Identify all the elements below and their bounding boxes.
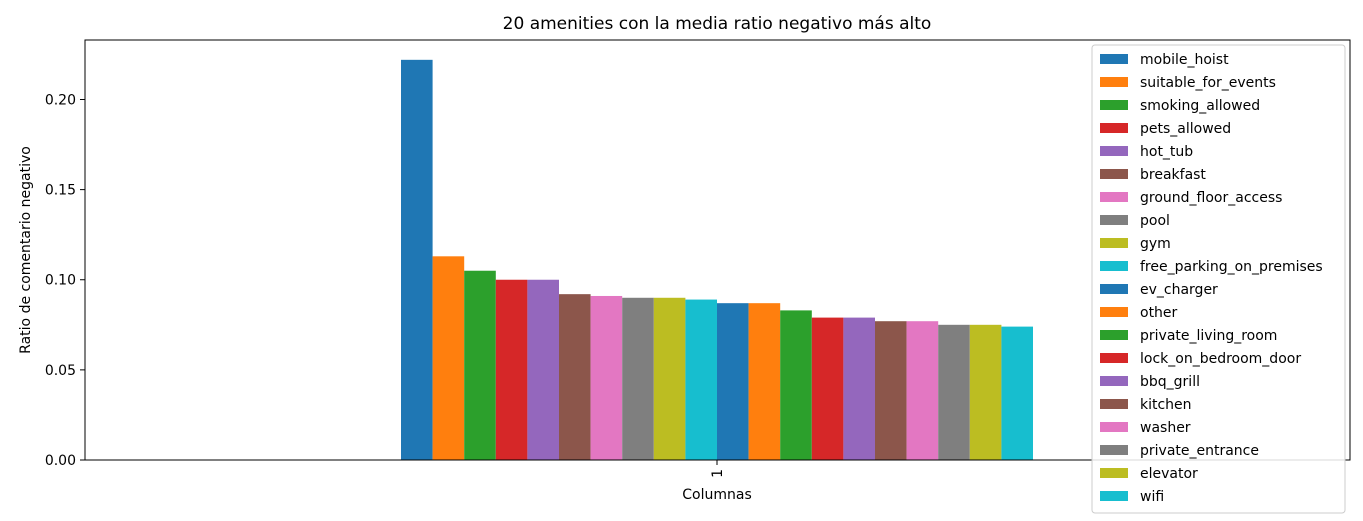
bar-hot-tub [527, 279, 559, 460]
legend-swatch-free-parking-on-premises [1100, 261, 1128, 271]
legend-swatch-smoking-allowed [1100, 100, 1128, 110]
bar-mobile-hoist [401, 59, 433, 460]
legend-swatch-elevator [1100, 468, 1128, 478]
legend-swatch-hot-tub [1100, 146, 1128, 156]
bar-ground-floor-access [590, 295, 623, 460]
bar-pool [622, 297, 654, 460]
y-tick-label: 0.05 [45, 363, 76, 379]
legend-swatch-mobile-hoist [1100, 54, 1128, 64]
bar-smoking-allowed [464, 270, 496, 460]
legend-box [1091, 44, 1346, 514]
legend-label-pool: pool [1140, 213, 1170, 229]
chart-title: 20 amenities con la media ratio negativo… [503, 14, 932, 34]
legend-label-bbq-grill: bbq_grill [1140, 374, 1200, 390]
y-tick-label: 0.20 [45, 92, 76, 108]
legend-label-gym: gym [1140, 236, 1171, 252]
legend-swatch-suitable-for-events [1100, 77, 1128, 87]
legend-swatch-lock-on-bedroom-door [1100, 353, 1128, 363]
plot-area: 0.00 0.05 0.10 0.15 0.20 1 [45, 39, 1351, 478]
legend-swatch-pets-allowed [1100, 123, 1128, 133]
legend-label-lock-on-bedroom-door: lock_on_bedroom_door [1140, 351, 1301, 367]
y-axis-label: Ratio de comentario negativo [18, 146, 34, 354]
bar-lock-on-bedroom-door [811, 317, 844, 460]
bar-bbq-grill [843, 317, 875, 460]
bar-kitchen [875, 321, 907, 460]
bar-suitable-for-events [432, 256, 465, 460]
legend-label-kitchen: kitchen [1140, 397, 1192, 413]
legend-swatch-private-entrance [1100, 445, 1128, 455]
legend-label-private-living-room: private_living_room [1140, 328, 1277, 344]
y-tick-label: 0.10 [45, 273, 76, 289]
legend-label-ev-charger: ev_charger [1140, 282, 1218, 298]
legend-label-washer: washer [1140, 420, 1191, 436]
legend-swatch-pool [1100, 215, 1128, 225]
x-tick-label: 1 [710, 469, 726, 478]
legend-swatch-kitchen [1100, 399, 1128, 409]
legend-label-hot-tub: hot_tub [1140, 144, 1193, 160]
bar-washer [906, 321, 939, 460]
bar-gym [653, 297, 686, 460]
bar-pets-allowed [495, 279, 528, 460]
bar-free-parking-on-premises [685, 299, 717, 460]
legend-swatch-wifi [1100, 491, 1128, 501]
x-axis-label: Columnas [682, 487, 752, 503]
bar-ev-charger [717, 303, 749, 460]
legend-label-ground-floor-access: ground_floor_access [1140, 190, 1282, 206]
bar-private-entrance [938, 324, 970, 460]
legend-swatch-ground-floor-access [1100, 192, 1128, 202]
bar-wifi [1001, 326, 1033, 460]
legend-label-other: other [1140, 305, 1178, 321]
y-tick-label: 0.15 [45, 183, 76, 199]
legend-label-free-parking-on-premises: free_parking_on_premises [1140, 259, 1323, 275]
legend-label-breakfast: breakfast [1140, 167, 1206, 183]
bar-private-living-room [780, 310, 812, 460]
bar-elevator [969, 324, 1002, 460]
legend-swatch-gym [1100, 238, 1128, 248]
legend-label-elevator: elevator [1140, 466, 1198, 482]
legend-swatch-other [1100, 307, 1128, 317]
legend-label-smoking-allowed: smoking_allowed [1140, 98, 1260, 114]
y-tick-label: 0.00 [45, 453, 76, 469]
legend-label-mobile-hoist: mobile_hoist [1140, 52, 1229, 68]
legend: mobile_hoist suitable_for_events smoking_a… [1091, 44, 1346, 514]
legend-label-suitable-for-events: suitable_for_events [1140, 75, 1276, 91]
legend-label-pets-allowed: pets_allowed [1140, 121, 1231, 137]
legend-label-wifi: wifi [1140, 489, 1164, 505]
legend-swatch-breakfast [1100, 169, 1128, 179]
bar-other [748, 303, 781, 460]
bar-breakfast [559, 294, 591, 460]
legend-swatch-washer [1100, 422, 1128, 432]
legend-swatch-ev-charger [1100, 284, 1128, 294]
legend-swatch-bbq-grill [1100, 376, 1128, 386]
legend-label-private-entrance: private_entrance [1140, 443, 1259, 459]
legend-swatch-private-living-room [1100, 330, 1128, 340]
